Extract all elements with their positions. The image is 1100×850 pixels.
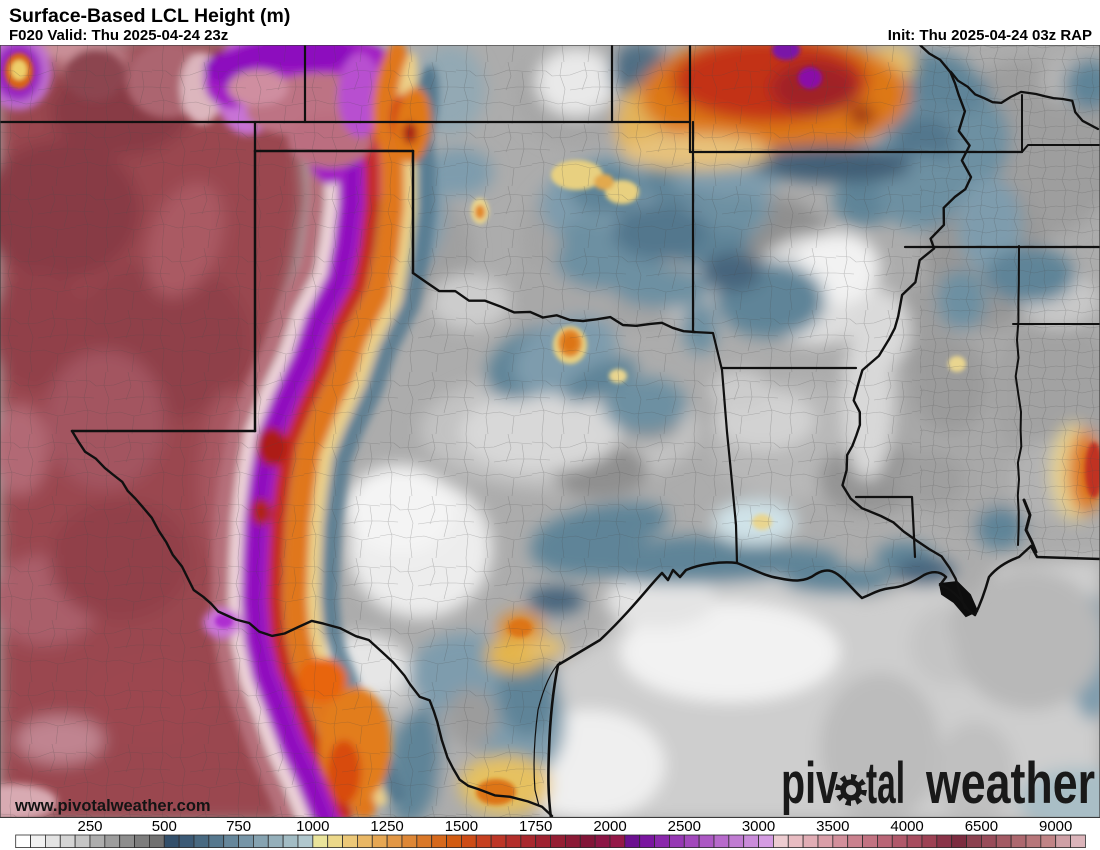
svg-text:weather: weather [925, 751, 1095, 816]
svg-text:250: 250 [77, 818, 102, 835]
svg-text:2000: 2000 [593, 818, 626, 835]
svg-text:3500: 3500 [816, 818, 849, 835]
svg-text:www.pivotalweather.com: www.pivotalweather.com [14, 797, 211, 815]
svg-text:4000: 4000 [890, 818, 923, 835]
svg-text:piv: piv [781, 751, 838, 816]
svg-text:6500: 6500 [965, 818, 998, 835]
svg-text:750: 750 [226, 818, 251, 835]
svg-text:Init: Thu 2025-04-24 03z RAP: Init: Thu 2025-04-24 03z RAP [888, 27, 1092, 44]
svg-text:F020 Valid: Thu 2025-04-24 23z: F020 Valid: Thu 2025-04-24 23z [9, 27, 228, 44]
svg-text:1250: 1250 [370, 818, 403, 835]
svg-text:9000: 9000 [1039, 818, 1072, 835]
svg-text:2500: 2500 [668, 818, 701, 835]
svg-text:1750: 1750 [519, 818, 552, 835]
svg-text:1500: 1500 [445, 818, 478, 835]
svg-text:3000: 3000 [742, 818, 775, 835]
svg-text:500: 500 [152, 818, 177, 835]
svg-text:Surface-Based LCL Height (m): Surface-Based LCL Height (m) [9, 5, 290, 27]
svg-text:tal: tal [866, 751, 905, 816]
svg-text:1000: 1000 [296, 818, 329, 835]
